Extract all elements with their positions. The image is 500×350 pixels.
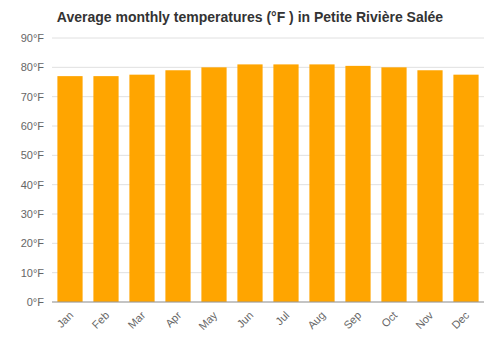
- bars: [57, 64, 478, 302]
- grid-line: [52, 302, 484, 303]
- y-axis: 0°F 10°F 20°F 30°F 40°F 50°F 60°F 70°F 80°F 90°F: [21, 32, 45, 308]
- bar: [453, 75, 478, 302]
- bar: [129, 75, 154, 302]
- bar: [57, 76, 82, 302]
- bar: [345, 66, 370, 302]
- y-tick-label: 0°F: [27, 296, 45, 308]
- grid-line: [52, 67, 484, 68]
- chart: Average monthly temperatures (°F ) in Pe…: [0, 0, 500, 350]
- bar: [273, 64, 298, 302]
- grid-line: [52, 38, 484, 39]
- grid: [52, 38, 484, 302]
- y-tick-label: 30°F: [21, 208, 45, 220]
- chart-container: Average monthly temperatures (°F ) in Pe…: [0, 0, 500, 350]
- y-tick-label: 60°F: [21, 120, 45, 132]
- x-axis-line: [52, 302, 484, 303]
- y-tick-label: 10°F: [21, 267, 45, 279]
- y-tick-label: 50°F: [21, 149, 45, 161]
- x-tick-label: Jan: [54, 309, 75, 330]
- bar: [309, 64, 334, 302]
- x-axis: Jan Feb Mar Apr May Jun Jul Aug Sep Oct Nov Dec: [54, 309, 471, 333]
- x-tick-label: Jul: [273, 309, 291, 327]
- bar: [237, 64, 262, 302]
- y-tick-label: 80°F: [21, 61, 45, 73]
- bar: [417, 70, 442, 302]
- x-tick-label: May: [196, 309, 220, 333]
- x-tick-label: Dec: [449, 309, 472, 332]
- x-tick-label: Feb: [90, 309, 112, 331]
- x-tick-label: Jun: [234, 309, 255, 330]
- y-tick-label: 20°F: [21, 237, 45, 249]
- x-tick-label: Mar: [126, 309, 148, 331]
- bar: [201, 67, 226, 302]
- y-tick-label: 90°F: [21, 32, 45, 44]
- x-tick-label: Sep: [341, 309, 363, 331]
- bar: [381, 67, 406, 302]
- x-tick-label: Apr: [163, 309, 184, 330]
- bar: [165, 70, 190, 302]
- bar: [93, 76, 118, 302]
- title: Average monthly temperatures (°F ) in Pe…: [57, 9, 444, 25]
- y-tick-label: 40°F: [21, 179, 45, 191]
- x-tick-label: Aug: [305, 309, 327, 331]
- x-tick-label: Nov: [413, 309, 436, 332]
- x-tick-label: Oct: [379, 309, 400, 330]
- y-tick-label: 70°F: [21, 91, 45, 103]
